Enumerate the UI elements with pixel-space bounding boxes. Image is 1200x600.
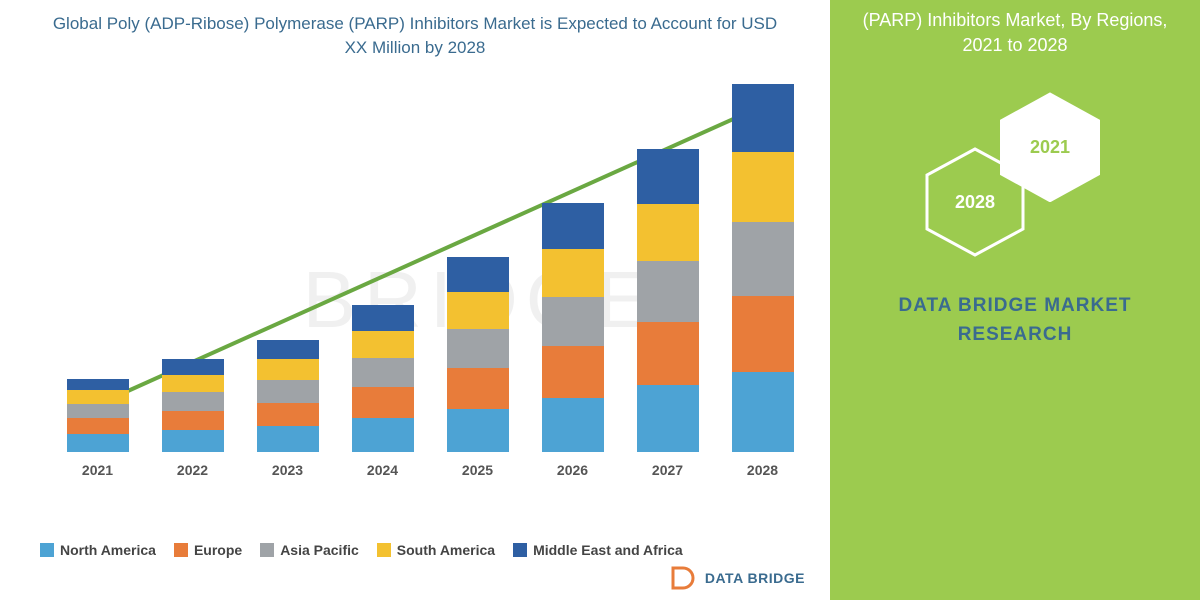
hex-outline-label: 2028 <box>955 192 995 213</box>
legend-item: North America <box>40 542 156 558</box>
legend-item: Middle East and Africa <box>513 542 683 558</box>
bar-group: 2021 <box>53 379 143 478</box>
stacked-bar <box>352 305 414 451</box>
bar-segment <box>352 305 414 330</box>
footer-logo-text: DATA BRIDGE <box>705 570 805 586</box>
bar-group: 2022 <box>148 359 238 478</box>
bar-segment <box>447 409 509 452</box>
x-axis-label: 2022 <box>177 462 208 478</box>
bar-segment <box>352 418 414 451</box>
x-axis-label: 2028 <box>747 462 778 478</box>
bar-segment <box>447 257 509 292</box>
bar-segment <box>447 368 509 409</box>
stacked-bar <box>732 84 794 452</box>
bar-group: 2024 <box>338 305 428 477</box>
right-panel: (PARP) Inhibitors Market, By Regions, 20… <box>830 0 1200 600</box>
legend-item: Europe <box>174 542 242 558</box>
legend-swatch <box>513 543 527 557</box>
bar-segment <box>67 418 129 434</box>
hex-year-2028: 2028 <box>925 147 1025 257</box>
x-axis-label: 2023 <box>272 462 303 478</box>
legend-swatch <box>40 543 54 557</box>
brand-line-1: DATA BRIDGE MARKET <box>830 292 1200 321</box>
legend-item: Asia Pacific <box>260 542 359 558</box>
bar-segment <box>542 249 604 297</box>
bar-segment <box>162 430 224 451</box>
bar-segment <box>67 434 129 452</box>
legend-swatch <box>260 543 274 557</box>
legend-label: Europe <box>194 542 242 558</box>
bar-segment <box>542 297 604 347</box>
bar-group: 2028 <box>718 84 808 478</box>
bar-segment <box>732 372 794 452</box>
panel-title: (PARP) Inhibitors Market, By Regions, 20… <box>830 0 1200 72</box>
bar-segment <box>352 331 414 358</box>
bar-segment <box>162 392 224 411</box>
bar-segment <box>542 346 604 398</box>
bar-segment <box>542 398 604 452</box>
bar-segment <box>67 404 129 419</box>
legend-label: North America <box>60 542 156 558</box>
brand-text: DATA BRIDGE MARKET RESEARCH <box>830 292 1200 349</box>
bar-segment <box>67 390 129 404</box>
bar-segment <box>67 379 129 391</box>
stacked-bar <box>637 149 699 451</box>
logo-mark-icon <box>669 564 697 592</box>
bar-segment <box>447 292 509 329</box>
brand-line-2: RESEARCH <box>830 321 1200 350</box>
hexagon-group: 2021 2028 <box>915 92 1115 252</box>
bar-group: 2027 <box>623 149 713 477</box>
stacked-bar <box>162 359 224 452</box>
bar-segment <box>257 359 319 380</box>
bar-segment <box>257 380 319 402</box>
bar-segment <box>257 340 319 360</box>
x-axis-label: 2027 <box>652 462 683 478</box>
bar-segment <box>162 411 224 431</box>
chart-container: 2021 2022 2023 2024 2025 2026 2027 2028 <box>40 78 820 508</box>
bar-segment <box>637 149 699 204</box>
bar-segment <box>637 204 699 262</box>
chart-legend: North America Europe Asia Pacific South Ame… <box>40 542 820 558</box>
stacked-bar <box>542 203 604 452</box>
bar-segment <box>447 329 509 368</box>
bar-segment <box>542 203 604 249</box>
bar-segment <box>732 152 794 222</box>
bar-segment <box>257 403 319 426</box>
bar-segment <box>162 375 224 393</box>
bar-segment <box>637 322 699 385</box>
legend-swatch <box>174 543 188 557</box>
chart-title: Global Poly (ADP-Ribose) Polymerase (PAR… <box>0 0 830 68</box>
stacked-bar <box>67 379 129 452</box>
bar-segment <box>732 296 794 372</box>
legend-item: South America <box>377 542 495 558</box>
footer-logo: DATA BRIDGE <box>669 564 805 592</box>
bar-segment <box>637 261 699 321</box>
stacked-bar <box>257 340 319 452</box>
bar-group: 2023 <box>243 340 333 478</box>
legend-label: South America <box>397 542 495 558</box>
bar-group: 2025 <box>433 257 523 478</box>
bar-segment <box>352 358 414 387</box>
chart-main-area: Global Poly (ADP-Ribose) Polymerase (PAR… <box>0 0 830 600</box>
x-axis-label: 2026 <box>557 462 588 478</box>
legend-swatch <box>377 543 391 557</box>
bar-segment <box>257 426 319 451</box>
x-axis-label: 2025 <box>462 462 493 478</box>
x-axis-label: 2024 <box>367 462 398 478</box>
bars-area: 2021 2022 2023 2024 2025 2026 2027 2028 <box>50 88 810 478</box>
x-axis-label: 2021 <box>82 462 113 478</box>
bar-segment <box>352 387 414 418</box>
bar-segment <box>162 359 224 375</box>
stacked-bar <box>447 257 509 452</box>
bar-segment <box>732 222 794 295</box>
bar-segment <box>637 385 699 451</box>
legend-label: Asia Pacific <box>280 542 359 558</box>
legend-label: Middle East and Africa <box>533 542 683 558</box>
bar-segment <box>732 84 794 152</box>
hex-fill-label: 2021 <box>1030 137 1070 158</box>
bar-group: 2026 <box>528 203 618 478</box>
